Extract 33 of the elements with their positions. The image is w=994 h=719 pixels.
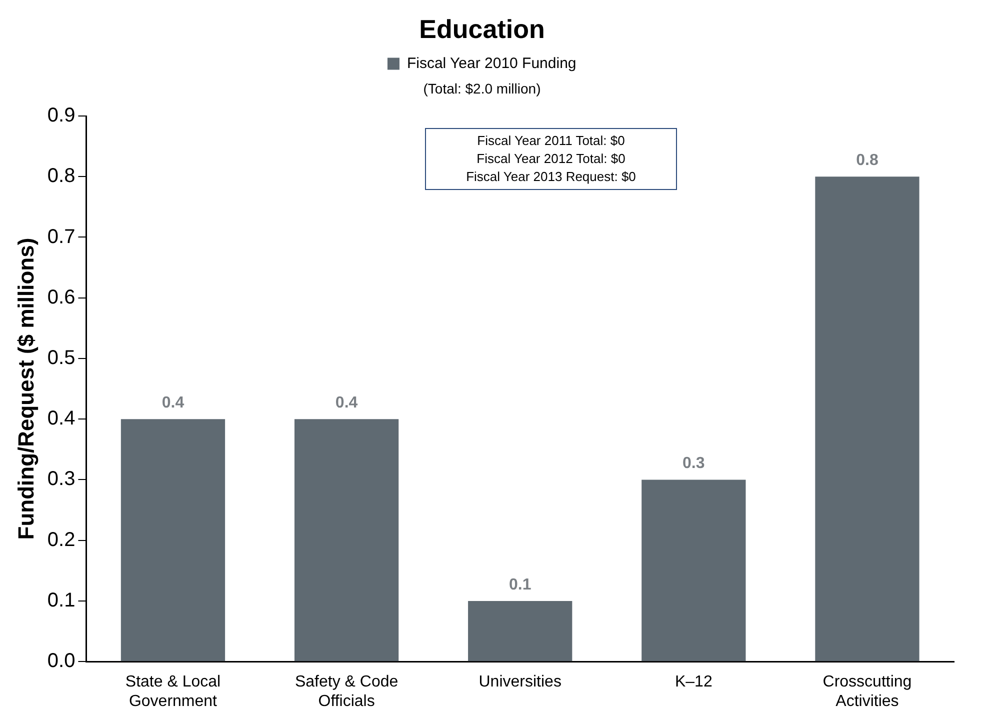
y-tick-label: 0.0	[47, 650, 76, 672]
chart-title: Education	[419, 14, 545, 44]
legend-label: Fiscal Year 2010 Funding	[406, 54, 576, 72]
y-tick-label: 0.3	[47, 468, 76, 490]
data-label: 0.3	[682, 455, 705, 472]
chart-subtitle: (Total: $2.0 million)	[423, 80, 541, 96]
x-tick-label: K–12	[674, 674, 712, 691]
bar	[468, 600, 572, 662]
bar	[294, 419, 399, 662]
x-tick-label: Universities	[478, 674, 562, 691]
x-tick-label: Safety & Code Officials	[294, 674, 398, 710]
x-tick-label: Crosscutting Activities	[822, 674, 912, 710]
bar	[120, 419, 226, 662]
annotation: Fiscal Year 2013 Request: $0	[465, 168, 637, 186]
data-label: 0.1	[508, 576, 532, 594]
y-tick-label: 0.7	[47, 226, 76, 248]
y-tick-label: 0.8	[47, 165, 76, 188]
note-box: Fiscal Year 2011 Total: $0 Fiscal Year 2012 Total: $0 Fiscal Year 2013 Request: $0	[425, 128, 677, 190]
y-tick-label: 0.2	[47, 528, 76, 551]
y-tick-label: 0.9	[47, 104, 76, 127]
bar	[642, 480, 746, 662]
bar	[815, 176, 920, 662]
data-label: 0.8	[856, 152, 878, 170]
y-axis-title: Funding/Request ($ millions)	[13, 238, 38, 540]
data-label: 0.4	[162, 394, 184, 412]
y-tick-label: 0.4	[47, 408, 76, 430]
annotation: Fiscal Year 2012 Total: $0	[476, 150, 626, 168]
y-tick-label: 0.1	[47, 589, 76, 612]
y-tick-label: 0.5	[47, 347, 76, 370]
x-tick-label: State & Local Government	[125, 674, 221, 710]
annotation: Fiscal Year 2011 Total: $0	[476, 132, 626, 150]
data-label: 0.4	[335, 394, 358, 412]
y-tick-label: 0.6	[47, 286, 76, 308]
